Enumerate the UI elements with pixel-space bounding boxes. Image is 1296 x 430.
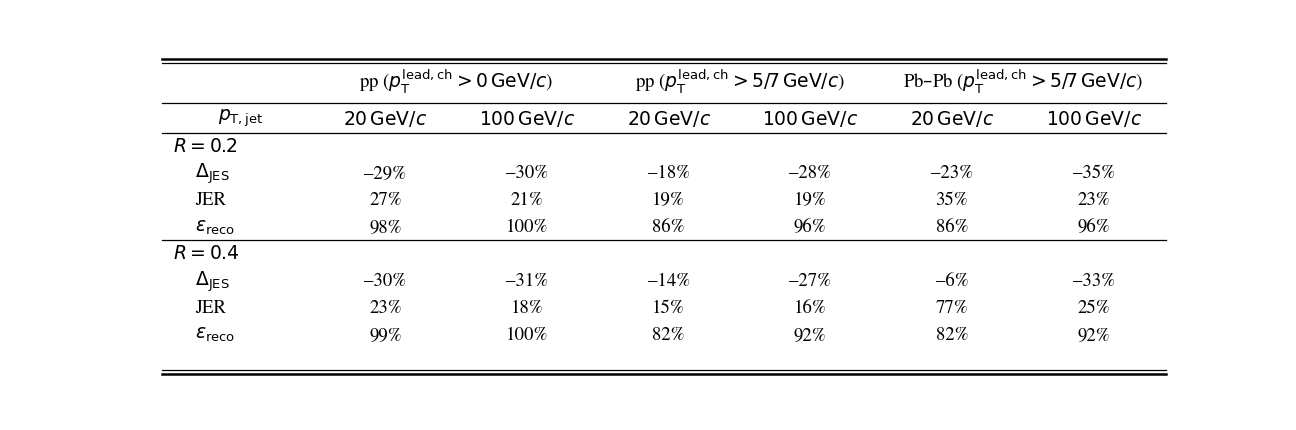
Text: –14%: –14% (648, 272, 689, 289)
Text: JER: JER (196, 299, 226, 316)
Text: $20\,\mathrm{GeV}/c$: $20\,\mathrm{GeV}/c$ (343, 108, 428, 129)
Text: 27%: 27% (369, 192, 402, 209)
Text: –23%: –23% (931, 165, 973, 182)
Text: 100%: 100% (505, 326, 548, 343)
Text: $100\,\mathrm{GeV}/c$: $100\,\mathrm{GeV}/c$ (480, 108, 575, 129)
Text: 82%: 82% (936, 326, 968, 343)
Text: $20\,\mathrm{GeV}/c$: $20\,\mathrm{GeV}/c$ (627, 108, 710, 129)
Text: 21%: 21% (511, 192, 543, 209)
Text: –28%: –28% (789, 165, 831, 182)
Text: 16%: 16% (794, 299, 827, 316)
Text: 23%: 23% (369, 299, 402, 316)
Text: 25%: 25% (1077, 299, 1109, 316)
Text: 19%: 19% (794, 192, 827, 209)
Text: JER: JER (196, 192, 226, 209)
Text: –27%: –27% (789, 272, 832, 289)
Text: 82%: 82% (652, 326, 686, 343)
Text: 86%: 86% (936, 218, 968, 236)
Text: 92%: 92% (1077, 326, 1109, 343)
Text: 86%: 86% (652, 218, 686, 236)
Text: pp ($p_\mathrm{T}^\mathrm{lead,ch} > 0\,\mathrm{GeV}/c$): pp ($p_\mathrm{T}^\mathrm{lead,ch} > 0\,… (359, 68, 553, 96)
Text: 99%: 99% (369, 326, 402, 343)
Text: $\Delta_\mathrm{JES}$: $\Delta_\mathrm{JES}$ (196, 161, 229, 186)
Text: $\varepsilon_\mathrm{reco}$: $\varepsilon_\mathrm{reco}$ (196, 325, 236, 343)
Text: $R = 0.4$: $R = 0.4$ (174, 245, 240, 263)
Text: $100\,\mathrm{GeV}/c$: $100\,\mathrm{GeV}/c$ (1046, 108, 1142, 129)
Text: Pb–Pb ($p_\mathrm{T}^\mathrm{lead,ch} > 5/7\,\mathrm{GeV}/c$): Pb–Pb ($p_\mathrm{T}^\mathrm{lead,ch} > … (902, 68, 1143, 96)
Text: $R = 0.2$: $R = 0.2$ (174, 138, 238, 156)
Text: $20\,\mathrm{GeV}/c$: $20\,\mathrm{GeV}/c$ (910, 108, 994, 129)
Text: –33%: –33% (1073, 272, 1115, 289)
Text: 98%: 98% (369, 218, 402, 236)
Text: $\Delta_\mathrm{JES}$: $\Delta_\mathrm{JES}$ (196, 268, 229, 293)
Text: 15%: 15% (652, 299, 686, 316)
Text: 96%: 96% (1077, 218, 1109, 236)
Text: –29%: –29% (364, 165, 407, 182)
Text: 18%: 18% (511, 299, 543, 316)
Text: –18%: –18% (648, 165, 689, 182)
Text: 35%: 35% (936, 192, 968, 209)
Text: 19%: 19% (652, 192, 686, 209)
Text: 92%: 92% (794, 326, 827, 343)
Text: $100\,\mathrm{GeV}/c$: $100\,\mathrm{GeV}/c$ (762, 108, 858, 129)
Text: 100%: 100% (505, 218, 548, 236)
Text: 23%: 23% (1077, 192, 1109, 209)
Text: –35%: –35% (1073, 165, 1115, 182)
Text: –30%: –30% (364, 272, 407, 289)
Text: –31%: –31% (505, 272, 548, 289)
Text: 96%: 96% (794, 218, 827, 236)
Text: –6%: –6% (936, 272, 968, 289)
Text: –30%: –30% (505, 165, 548, 182)
Text: 77%: 77% (936, 299, 968, 316)
Text: $\varepsilon_\mathrm{reco}$: $\varepsilon_\mathrm{reco}$ (196, 218, 236, 236)
Text: pp ($p_\mathrm{T}^\mathrm{lead,ch} > 5/7\,\mathrm{GeV}/c$): pp ($p_\mathrm{T}^\mathrm{lead,ch} > 5/7… (635, 68, 845, 96)
Text: $p_\mathrm{T,jet}$: $p_\mathrm{T,jet}$ (218, 108, 263, 129)
